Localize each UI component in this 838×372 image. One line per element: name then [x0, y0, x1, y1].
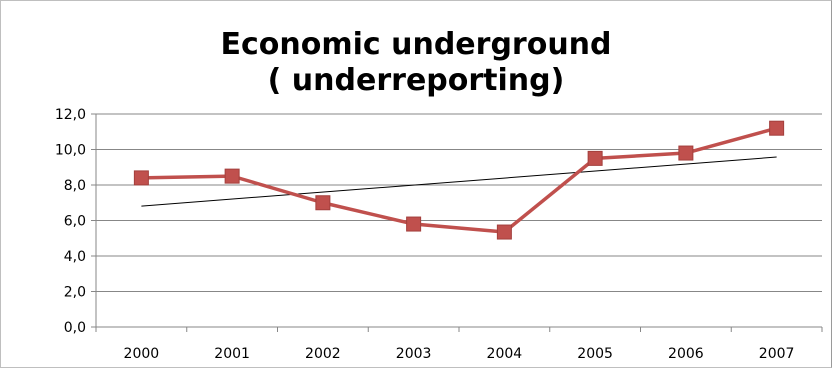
y-tick-label: 2,0 — [64, 285, 86, 301]
y-tick-label: 12,0 — [55, 107, 86, 123]
series-line — [141, 126, 778, 234]
data-point-marker — [133, 170, 149, 186]
x-tick-label: 2000 — [124, 346, 160, 362]
data-point-marker — [406, 216, 422, 232]
y-axis: 0,0 2,0 4,0 6,0 8,0 10,0 12,0 — [55, 107, 97, 336]
y-tick-label: 0,0 — [64, 320, 86, 336]
trendline — [141, 156, 777, 207]
y-tick-label: 6,0 — [64, 214, 86, 230]
x-tick-label: 2005 — [577, 346, 613, 362]
data-point-marker — [224, 168, 240, 184]
y-tick-label: 10,0 — [55, 143, 86, 159]
data-point-marker — [587, 150, 603, 166]
x-axis: 2000 2001 2002 2003 2004 2005 2006 2007 — [95, 326, 823, 362]
y-tick-label: 8,0 — [64, 178, 86, 194]
gridlines — [96, 113, 822, 292]
x-tick-label: 2002 — [305, 346, 341, 362]
x-tick-label: 2003 — [396, 346, 432, 362]
data-point-marker — [678, 145, 694, 161]
data-point-marker — [769, 120, 785, 136]
x-tick-label: 2001 — [214, 346, 250, 362]
x-tick-label: 2007 — [759, 346, 795, 362]
x-tick-label: 2004 — [487, 346, 523, 362]
trendline-group — [141, 156, 777, 207]
data-point-marker — [496, 224, 512, 240]
chart-title-line-1: Economic underground — [220, 27, 612, 62]
series-group — [133, 120, 785, 240]
data-point-marker — [315, 195, 331, 211]
x-tick-label: 2006 — [668, 346, 704, 362]
chart-title-line-2: ( underreporting) — [267, 63, 565, 98]
y-tick-label: 4,0 — [64, 249, 86, 265]
